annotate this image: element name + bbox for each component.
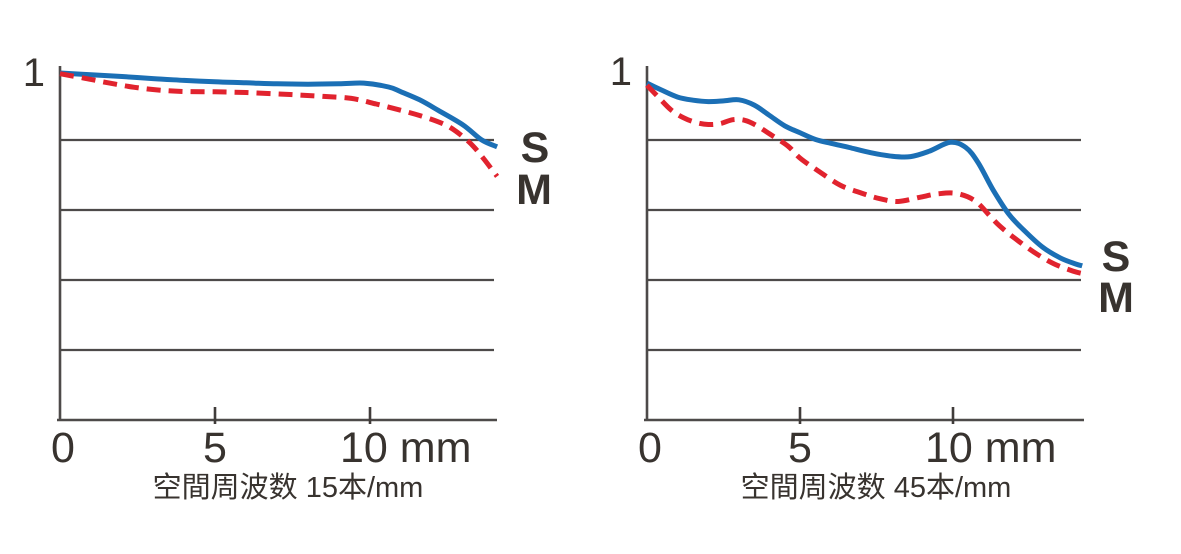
curve-sagittal-s <box>59 70 499 150</box>
chart-canvas-15lpmm: 1 0 5 10 mm S M 空間周波数 15本/mm <box>23 51 552 504</box>
y-axis-label-1: 1 <box>23 51 45 95</box>
curve-meridional-m <box>59 71 500 178</box>
series-label-m: M <box>516 166 552 214</box>
series-label-s: S <box>521 124 550 172</box>
curve-meridional-m <box>645 83 1083 276</box>
x-tick-label-5: 5 <box>203 424 227 472</box>
gridlines <box>60 138 494 352</box>
y-axis-label-1: 1 <box>610 50 632 94</box>
x-tick-label-0: 0 <box>51 424 75 472</box>
mtf-chart-45lpmm: 1 0 5 10 mm S M 空間周波数 45本/mm <box>587 0 1181 554</box>
series-label-m: M <box>1098 274 1134 322</box>
gridlines <box>647 138 1081 352</box>
mtf-chart-15lpmm: 1 0 5 10 mm S M 空間周波数 15本/mm <box>23 51 552 504</box>
x-tick-label-10mm: 10 mm <box>340 424 471 472</box>
chart-caption-45lpmm: 空間周波数 45本/mm <box>741 471 1012 504</box>
curve-sagittal-s <box>645 80 1083 269</box>
chart-caption-15lpmm: 空間周波数 15本/mm <box>153 471 424 504</box>
chart-canvas-45lpmm: 1 0 5 10 mm S M 空間周波数 45本/mm <box>610 50 1134 504</box>
x-tick-label-10mm: 10 mm <box>925 424 1056 472</box>
series-label-s: S <box>1102 233 1131 281</box>
x-tick-label-5: 5 <box>788 424 812 472</box>
x-tick-label-0: 0 <box>638 424 662 472</box>
